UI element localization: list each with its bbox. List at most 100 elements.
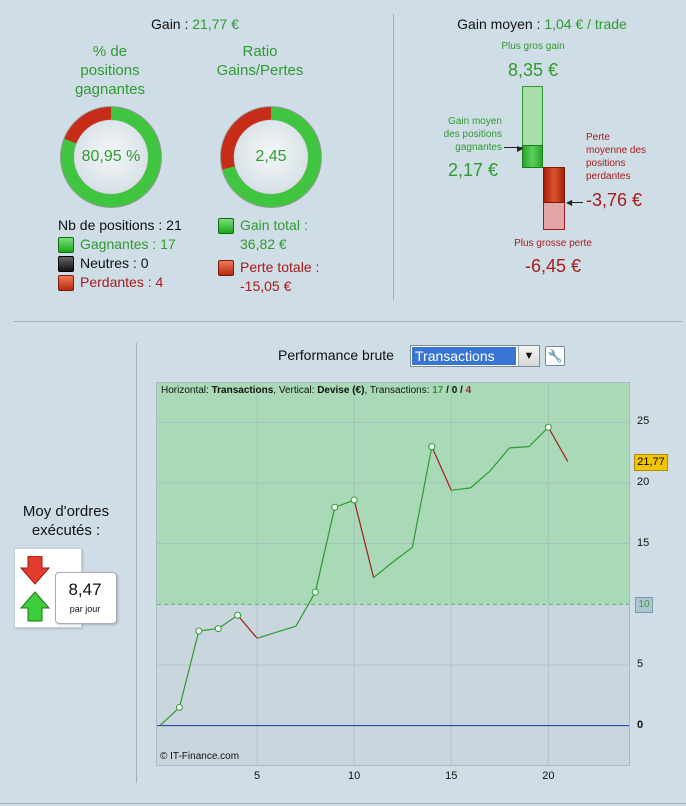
gain-header: Gain : 21,77 € [60, 16, 330, 32]
y-tick-label: 25 [637, 415, 650, 428]
series-segment [256, 631, 277, 639]
perte-totale-square-icon [218, 260, 234, 277]
avg-win-value: 2,17 € [448, 160, 499, 180]
avg-win-arrow-icon [504, 147, 522, 148]
chart-info-slash2: / [457, 385, 466, 396]
donut-loss-segment [221, 107, 271, 170]
data-point [544, 423, 552, 431]
avg-loss-bar [543, 167, 565, 203]
losing-square-icon [58, 275, 74, 292]
wrench-icon[interactable]: 🔧 [545, 346, 565, 366]
avg-loss-arrowhead-icon: ◀ [566, 198, 573, 207]
chart-info-vertical: Devise (€) [317, 385, 365, 396]
nb-positions: Nb de positions : 21 [58, 217, 182, 233]
orders-title-line2: exécutés : [31, 522, 101, 539]
data-point [331, 503, 339, 511]
data-point [195, 627, 203, 635]
pct-winning-value: 80,95 % [81, 148, 141, 165]
losing-label: Perdantes : 4 [80, 274, 164, 290]
avg-loss-line4: perdantes [586, 171, 631, 182]
neutral-square-icon [58, 256, 74, 273]
current-value-tag: 21,77 [634, 453, 668, 471]
legend-winning: Gagnantes : 17 [58, 235, 182, 254]
perte-totale-label: Perte totale : [240, 259, 320, 275]
avg-loss-arrow-icon [571, 202, 583, 203]
avg-loss-line1: Perte [586, 132, 610, 143]
chart-info-wins: 17 [432, 385, 444, 396]
transactions-select[interactable]: Transactions ▼ [410, 345, 540, 367]
gain-moyen-value: 1,04 € / trade [544, 16, 627, 32]
series-segment [470, 470, 491, 489]
y-tick-label: 0 [637, 718, 644, 731]
vertical-separator-bottom [136, 343, 137, 783]
chart-info-horizontal: Transactions [211, 385, 274, 396]
series-segment [353, 499, 375, 578]
ratio-value: 2,45 [255, 148, 287, 165]
series-segment [431, 446, 452, 491]
buy-sell-arrows-icon [20, 556, 50, 622]
series-segment [314, 507, 336, 593]
positions-legend: Nb de positions : 21 Gagnantes : 17 Neut… [58, 216, 182, 292]
avg-win-arrowhead-icon: ▶ [517, 144, 524, 153]
plus-gros-gain-value: 8,35 € [507, 60, 559, 80]
chart-info-neutral: 0 [451, 385, 458, 396]
pct-winning-title: % de positions gagnantes [50, 42, 170, 99]
orders-title: Moy d'ordres exécutés : [6, 502, 126, 540]
series-segment [159, 706, 180, 727]
gain-label: Gain : [151, 16, 193, 32]
orders-value: 8,47 [68, 580, 102, 599]
series-segment [547, 426, 569, 462]
y-tick-label: 5 [637, 657, 644, 670]
y-tick-label: 20 [637, 476, 650, 489]
chart-info-losses: 4 [465, 385, 472, 396]
avg-win-label: Gain moyen des positions gagnantes [428, 115, 502, 154]
data-point [428, 443, 436, 451]
transactions-select-value: Transactions [412, 347, 516, 365]
gain-total-label: Gain total : [240, 217, 308, 233]
series-segment [237, 614, 258, 639]
winning-label: Gagnantes : 17 [80, 236, 176, 252]
plus-grosse-perte-label: Plus grosse perte [514, 238, 592, 249]
series-segment [295, 591, 316, 627]
data-point [214, 625, 222, 633]
legend-neutral: Neutres : 0 [58, 254, 182, 273]
gain-moyen-header: Gain moyen : 1,04 € / trade [400, 16, 684, 32]
neutral-label: Neutres : 0 [80, 255, 149, 271]
avg-gain-bar [522, 145, 543, 168]
perte-totale-value: -15,05 € [240, 278, 292, 294]
series-segment [489, 447, 510, 472]
totals-legend: Gain total : 36,82 € Perte totale : -15,… [218, 216, 319, 296]
ratio-title: Ratio Gains/Pertes [210, 42, 310, 80]
x-tick-label: 20 [542, 770, 555, 782]
series-segment [217, 614, 239, 630]
gain-moyen-label: Gain moyen : [457, 16, 545, 32]
avg-loss-line2: moyenne des [586, 145, 647, 156]
chevron-down-icon[interactable]: ▼ [518, 346, 539, 366]
ratio-title-line1: Ratio [242, 43, 278, 60]
series-segment [451, 487, 471, 491]
copyright: © IT-Finance.com [160, 751, 240, 762]
chart-info-line: Horizontal: Transactions, Vertical: Devi… [161, 385, 471, 396]
performance-label: Performance brute [278, 347, 394, 363]
series-segment [276, 625, 297, 633]
series-segment [392, 546, 413, 563]
data-point [311, 588, 319, 596]
series-segment [509, 446, 529, 449]
donut-loss-segment [64, 107, 111, 144]
data-point [175, 703, 183, 711]
reference-value-tag: 10 [635, 597, 653, 614]
plus-grosse-perte-value: -6,45 € [524, 256, 582, 276]
chart-info-suffix: , Transactions: [364, 385, 433, 396]
winning-square-icon [58, 237, 74, 254]
pct-title-line3: gagnantes [74, 81, 146, 98]
avg-loss-line3: positions [586, 158, 626, 169]
data-point [350, 496, 358, 504]
avg-win-line1: Gain moyen [448, 116, 502, 127]
series-segment [178, 630, 200, 708]
orders-unit: par jour [69, 604, 101, 614]
chart-info-prefix: Horizontal: [161, 385, 212, 396]
gain-total: Gain total : [218, 216, 319, 235]
pct-winning-donut [60, 106, 162, 208]
bottom-separator [0, 803, 686, 804]
orders-per-day-card [55, 572, 117, 624]
